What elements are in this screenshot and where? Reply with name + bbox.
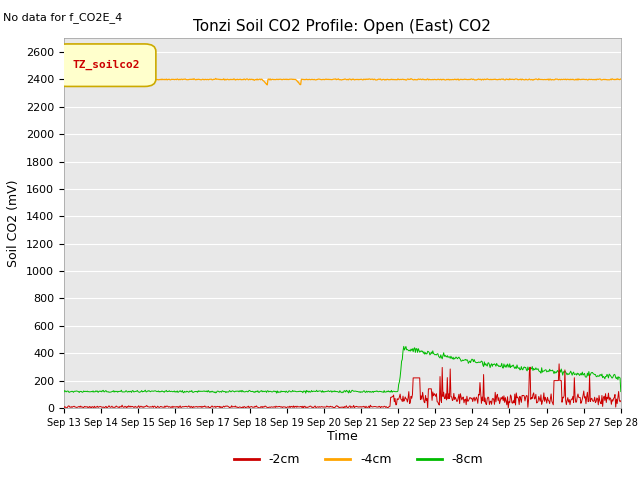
- Text: No data for f_CO2E_4: No data for f_CO2E_4: [3, 12, 122, 23]
- Legend: -2cm, -4cm, -8cm: -2cm, -4cm, -8cm: [228, 448, 488, 471]
- Title: Tonzi Soil CO2 Profile: Open (East) CO2: Tonzi Soil CO2 Profile: Open (East) CO2: [193, 20, 492, 35]
- Y-axis label: Soil CO2 (mV): Soil CO2 (mV): [8, 180, 20, 267]
- Text: TZ_soilco2: TZ_soilco2: [72, 60, 140, 70]
- FancyBboxPatch shape: [56, 44, 156, 86]
- X-axis label: Time: Time: [327, 431, 358, 444]
